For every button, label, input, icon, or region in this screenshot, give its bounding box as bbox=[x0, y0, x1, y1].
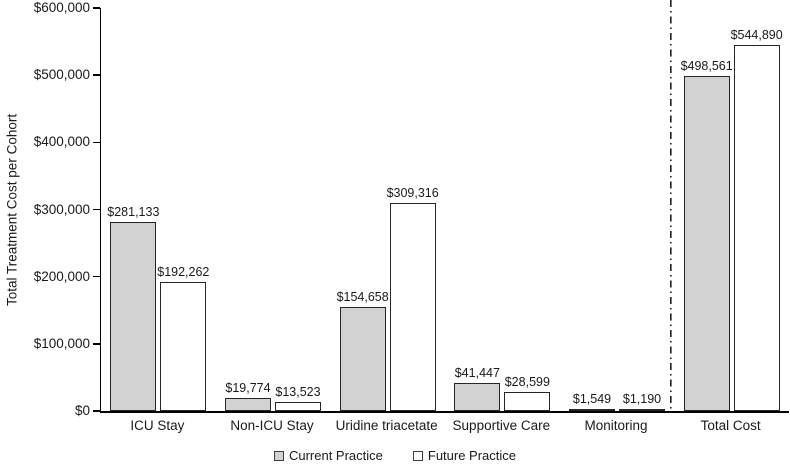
bar-value-label: $281,133 bbox=[107, 205, 160, 220]
legend-label: Current Practice bbox=[288, 448, 383, 463]
y-tick-mark bbox=[93, 410, 100, 412]
bar-future-practice bbox=[504, 391, 551, 411]
x-category-label: ICU Stay bbox=[130, 418, 185, 433]
y-tick-mark bbox=[93, 208, 100, 211]
y-tick-mark bbox=[93, 74, 100, 76]
bar-value-label: $192,262 bbox=[157, 264, 210, 279]
bar-current-practice bbox=[110, 222, 157, 411]
y-tick-label: $0 bbox=[74, 403, 90, 418]
x-category-label: Uridine triacetate bbox=[335, 418, 438, 433]
bar-value-label: $41,447 bbox=[454, 366, 500, 381]
legend-item: Current Practice bbox=[273, 448, 383, 463]
y-tick-label: $400,000 bbox=[33, 134, 90, 150]
y-tick-label: $600,000 bbox=[33, 0, 90, 15]
bar-value-label: $154,658 bbox=[336, 290, 389, 305]
bar-current-practice bbox=[339, 307, 386, 411]
bar-future-practice bbox=[733, 45, 780, 411]
bar-value-label: $13,523 bbox=[275, 384, 321, 399]
x-category-label: Total Cost bbox=[700, 418, 761, 433]
bar-value-label: $19,774 bbox=[225, 380, 271, 395]
y-tick-mark bbox=[93, 343, 100, 345]
bar-current-practice bbox=[683, 76, 730, 411]
bar-future-practice bbox=[160, 281, 207, 411]
x-category-label: Monitoring bbox=[584, 418, 648, 433]
bar-value-label: $1,190 bbox=[622, 391, 662, 406]
legend-swatch-icon bbox=[273, 450, 284, 461]
plot-area: $281,133 $192,262 $19,774 $13,523 $154,658 $3… bbox=[100, 8, 789, 413]
y-tick-mark bbox=[93, 275, 100, 278]
bar-value-label: $498,561 bbox=[680, 59, 733, 74]
y-tick-label: $500,000 bbox=[33, 67, 90, 83]
bar-current-practice bbox=[569, 408, 615, 411]
legend: Current Practice Future Practice bbox=[0, 448, 790, 463]
y-tick-label: $300,000 bbox=[33, 201, 90, 217]
legend-label: Future Practice bbox=[427, 448, 517, 463]
bar-future-practice bbox=[389, 203, 436, 411]
bar-value-label: $544,890 bbox=[730, 28, 783, 42]
legend-swatch-icon bbox=[412, 450, 423, 461]
x-category-label: Supportive Care bbox=[452, 418, 551, 433]
bar-current-practice bbox=[225, 397, 271, 411]
legend-item: Future Practice bbox=[412, 448, 517, 463]
y-tick-mark bbox=[93, 7, 100, 9]
bar-value-label: $1,549 bbox=[572, 391, 612, 406]
bar-value-label: $309,316 bbox=[386, 186, 439, 201]
bar-value-label: $28,599 bbox=[504, 374, 550, 389]
y-tick-label: $200,000 bbox=[33, 268, 90, 284]
bar-future-practice bbox=[619, 408, 665, 411]
bar-future-practice bbox=[275, 401, 321, 411]
x-category-label: Non-ICU Stay bbox=[230, 418, 314, 433]
bar-current-practice bbox=[454, 383, 501, 411]
y-tick-label: $100,000 bbox=[33, 335, 90, 351]
y-tick-mark bbox=[93, 141, 100, 144]
